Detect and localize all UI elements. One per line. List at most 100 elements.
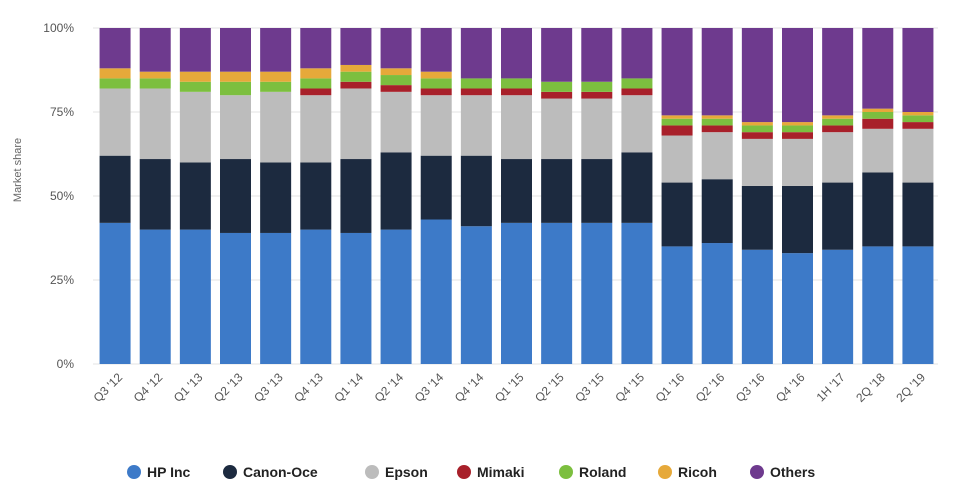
bar-segment — [139, 229, 171, 364]
bar-segment — [701, 118, 733, 126]
bar-segment — [862, 246, 894, 364]
bar-segment — [621, 88, 653, 96]
bar-segment — [460, 88, 492, 96]
x-tick-label: Q4 '13 — [291, 370, 326, 405]
bar-segment — [300, 162, 332, 230]
legend-label: Others — [770, 464, 815, 480]
bar-stack — [460, 28, 492, 364]
bar-segment — [902, 246, 934, 364]
bars — [99, 28, 934, 364]
bar-segment — [661, 28, 693, 116]
bar-segment — [99, 88, 131, 156]
bar-segment — [99, 222, 131, 364]
bar-segment — [701, 179, 733, 244]
x-tick-label: Q4 '16 — [773, 370, 808, 405]
bar-segment — [782, 253, 813, 364]
legend-label: Epson — [385, 464, 428, 480]
bar-stack — [862, 28, 894, 364]
bar-segment — [220, 159, 251, 233]
x-tick-label: Q1 '13 — [171, 370, 206, 405]
bar-stack — [179, 28, 211, 364]
bar-segment — [179, 162, 211, 230]
bar-stack — [661, 28, 693, 364]
bar-stack — [380, 28, 412, 364]
bar-segment — [501, 222, 532, 364]
bar-segment — [220, 95, 251, 160]
bar-segment — [260, 162, 292, 233]
bar-segment — [782, 125, 813, 133]
x-tick-label: Q2 '15 — [532, 370, 567, 405]
legend-item: Canon-Oce — [223, 464, 318, 480]
bar-segment — [460, 78, 492, 89]
bar-segment — [501, 95, 532, 160]
bar-stack — [300, 28, 332, 364]
bar-segment — [340, 81, 372, 89]
legend-swatch — [127, 465, 141, 479]
legend-item: Ricoh — [658, 464, 717, 480]
bar-segment — [99, 155, 131, 223]
bar-segment — [661, 182, 693, 247]
bar-segment — [179, 71, 211, 82]
bar-segment — [661, 115, 693, 119]
bar-segment — [340, 71, 372, 82]
bar-segment — [220, 28, 251, 72]
bar-segment — [581, 91, 613, 99]
bar-segment — [782, 122, 813, 126]
bar-segment — [782, 185, 813, 254]
x-tick-label: Q3 '15 — [572, 370, 607, 405]
bar-segment — [741, 28, 773, 123]
bar-segment — [260, 81, 292, 92]
bar-segment — [661, 125, 693, 136]
legend-label: HP Inc — [147, 464, 191, 480]
bar-segment — [701, 243, 733, 364]
legend-item: Roland — [559, 464, 626, 480]
y-axis-tick-labels: 0% 25% 50% 75% 100% — [43, 21, 74, 371]
bar-segment — [782, 28, 813, 123]
bar-segment — [179, 229, 211, 364]
bar-segment — [541, 91, 573, 99]
bar-segment — [220, 81, 251, 96]
bar-segment — [460, 155, 492, 227]
bar-segment — [260, 232, 292, 364]
bar-segment — [340, 159, 372, 233]
bar-segment — [741, 122, 773, 126]
y-tick-label: 0% — [57, 357, 75, 371]
bar-stack — [541, 28, 573, 364]
bar-segment — [300, 28, 332, 69]
bar-segment — [621, 152, 653, 223]
bar-segment — [380, 75, 412, 86]
bar-segment — [782, 132, 813, 139]
bar-segment — [139, 88, 171, 160]
legend-label: Roland — [579, 464, 626, 480]
bar-segment — [661, 135, 693, 183]
bar-segment — [420, 219, 452, 364]
bar-segment — [902, 112, 934, 116]
bar-segment — [541, 222, 573, 364]
bar-stack — [621, 28, 653, 364]
legend-swatch — [457, 465, 471, 479]
bar-segment — [902, 122, 934, 129]
x-tick-label: Q3 '13 — [251, 370, 286, 405]
bar-segment — [260, 71, 292, 82]
bar-segment — [741, 249, 773, 364]
bar-segment — [741, 138, 773, 186]
bar-segment — [420, 71, 452, 79]
bar-segment — [621, 78, 653, 89]
y-tick-label: 50% — [50, 189, 74, 203]
bar-stack — [99, 28, 131, 364]
x-tick-label: Q4 '15 — [612, 370, 647, 405]
bar-segment — [460, 95, 492, 156]
bar-stack — [501, 28, 532, 364]
bar-segment — [340, 64, 372, 72]
bar-segment — [99, 68, 131, 79]
bar-segment — [501, 88, 532, 96]
bar-segment — [902, 115, 934, 123]
legend-label: Canon-Oce — [243, 464, 318, 480]
x-axis-tick-labels: Q3 '12 Q4 '12 Q1 '13 Q2 '13 Q3 '13 Q4 '13 Q1 '… — [91, 370, 929, 405]
bar-segment — [220, 71, 251, 82]
bar-segment — [139, 28, 171, 72]
legend-swatch — [750, 465, 764, 479]
bar-segment — [260, 91, 292, 163]
bar-segment — [541, 98, 573, 160]
x-tick-label: Q2 '14 — [372, 370, 407, 405]
